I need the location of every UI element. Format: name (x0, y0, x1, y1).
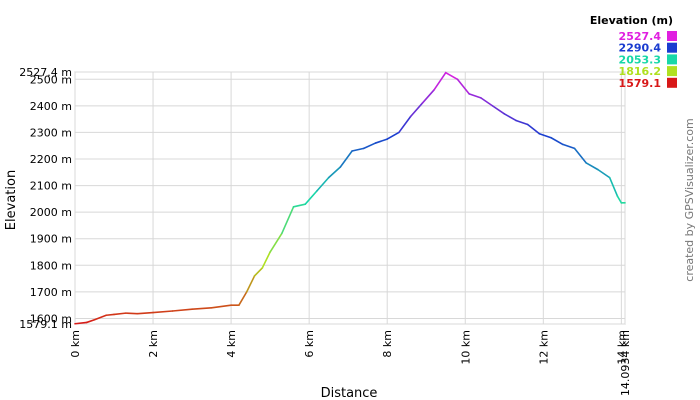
line-segment (550, 136, 564, 146)
line-segment (105, 313, 115, 317)
y-tick-label: 2527.4 m (19, 66, 72, 79)
legend-swatch (667, 31, 677, 41)
line-segment (124, 312, 139, 315)
line-segment (562, 143, 576, 150)
line-segment (327, 166, 342, 179)
legend-label: 1816.2 (619, 65, 661, 78)
x-tick-label: 14 km (615, 330, 628, 365)
line-segment (480, 97, 494, 107)
line-segment (503, 113, 517, 122)
legend-label: 2290.4 (619, 42, 662, 55)
y-tick-label: 2300 m (30, 126, 72, 139)
line-segment (136, 311, 154, 315)
x-tick-label: 2 km (147, 330, 160, 358)
x-tick-label: 6 km (303, 330, 316, 358)
line-segment (316, 176, 330, 192)
y-tick-label: 2500 m (30, 73, 72, 86)
line-segment (608, 176, 619, 198)
legend-label: 2053.3 (619, 53, 661, 66)
legend-label: 2527.4 (619, 30, 662, 43)
line-segment (585, 162, 599, 171)
y-tick-label: 1900 m (30, 233, 72, 246)
line-segment (281, 206, 295, 235)
x-tick-label: 10 km (459, 330, 472, 365)
legend-swatch (667, 77, 677, 88)
line-segment (374, 138, 389, 144)
x-tick-label: 0 km (69, 330, 82, 358)
line-segment (93, 314, 108, 321)
y-tick-label: 1700 m (30, 286, 72, 299)
line-segment (444, 71, 459, 81)
line-segment (491, 105, 506, 115)
line-segment (74, 321, 88, 325)
line-segment (362, 142, 377, 150)
line-segment (253, 267, 264, 277)
line-segment (616, 195, 623, 204)
line-segment (526, 123, 541, 135)
line-segment (468, 93, 482, 99)
legend-swatch (667, 66, 677, 77)
legend-title: Elevation (m) (590, 14, 673, 27)
x-tick-label: 14.0934 km (619, 330, 632, 396)
line-segment (456, 78, 470, 95)
legend-swatch (667, 54, 677, 65)
line-segment (152, 310, 174, 314)
y-tick-label: 2000 m (30, 206, 72, 219)
line-segment (421, 89, 435, 104)
legend-swatch (667, 42, 677, 53)
line-segment (269, 232, 283, 253)
y-tick-label: 2100 m (30, 180, 72, 193)
line-segment (292, 203, 307, 208)
line-segment (210, 304, 232, 309)
line-segment (238, 291, 248, 306)
y-tick-label: 1600 m (30, 312, 72, 325)
line-segment (85, 318, 96, 324)
y-tick-label: 1800 m (30, 259, 72, 272)
y-tick-label: 2400 m (30, 100, 72, 113)
line-segment (538, 132, 552, 139)
x-tick-label: 4 km (225, 330, 238, 358)
line-segment (171, 308, 193, 312)
line-segment (304, 190, 318, 205)
legend-label: 1579.1 (619, 77, 661, 90)
line-segment (573, 147, 588, 164)
line-segment (339, 150, 353, 168)
x-axis-label: Distance (321, 386, 378, 400)
y-axis-label: Elevation (4, 170, 19, 230)
line-segment (409, 102, 424, 118)
line-segment (515, 119, 529, 126)
line-segment (245, 275, 256, 293)
line-segment (597, 168, 611, 179)
line-segment (398, 115, 412, 134)
line-segment (261, 251, 271, 269)
y-tick-label: 1579.1 m (19, 318, 72, 331)
y-tick-label: 2200 m (30, 153, 72, 166)
x-tick-label: 12 km (537, 330, 550, 365)
plot-area (74, 71, 626, 325)
line-segment (113, 312, 127, 316)
line-segment (351, 147, 365, 152)
line-segment (191, 307, 213, 310)
watermark: created by GPSVisualizer.com (683, 118, 696, 281)
x-tick-label: 8 km (381, 330, 394, 358)
line-segment (386, 131, 400, 140)
line-segment (433, 71, 447, 91)
